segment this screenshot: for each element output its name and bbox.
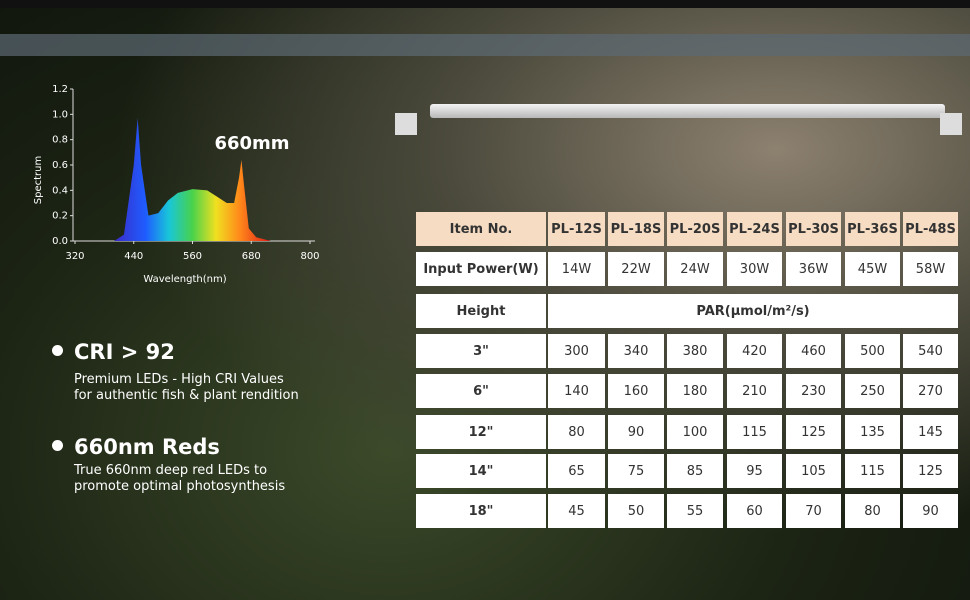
table-cell: 210 xyxy=(727,374,782,408)
table-cell: 6" xyxy=(416,374,546,408)
table-cell: 65 xyxy=(548,454,605,488)
feature-desc: for authentic fish & plant rendition xyxy=(74,388,299,403)
table-cell: 100 xyxy=(667,415,723,449)
table-cell: PAR(μmol/m²/s) xyxy=(548,294,958,328)
table-cell: 135 xyxy=(845,415,900,449)
table-cell: 95 xyxy=(727,454,782,488)
table-cell: 70 xyxy=(786,494,841,528)
y-tick-label: 0.8 xyxy=(52,135,68,146)
x-tick-label: 560 xyxy=(183,251,202,262)
table-cell: 14W xyxy=(548,252,605,286)
table-cell: 125 xyxy=(903,454,958,488)
spectrum-area xyxy=(114,118,271,241)
table-cell: 85 xyxy=(667,454,723,488)
table-cell: 90 xyxy=(903,494,958,528)
table-cell: 145 xyxy=(903,415,958,449)
table-cell: Item No. xyxy=(416,212,546,246)
table-cell: 90 xyxy=(608,415,664,449)
table-cell: 270 xyxy=(903,374,958,408)
table-cell: 36W xyxy=(786,252,841,286)
annotation: 660mm xyxy=(214,133,289,154)
table-cell: 180 xyxy=(667,374,723,408)
feature-desc: Premium LEDs - High CRI Values xyxy=(74,372,284,387)
table-cell: 14" xyxy=(416,454,546,488)
table-cell: 80 xyxy=(548,415,605,449)
table-cell: PL-20S xyxy=(667,212,723,246)
table-cell: 24W xyxy=(667,252,723,286)
light-fixture xyxy=(430,104,945,118)
table-cell: 300 xyxy=(548,334,605,368)
table-cell: PL-48S xyxy=(903,212,958,246)
y-tick-label: 1.2 xyxy=(52,84,68,95)
y-tick-label: 0.4 xyxy=(52,185,68,196)
table-cell: 55 xyxy=(667,494,723,528)
feature-bullet xyxy=(52,440,63,451)
table-cell: 60 xyxy=(727,494,782,528)
bracket xyxy=(940,113,962,135)
table-cell: 80 xyxy=(845,494,900,528)
table-cell: 75 xyxy=(608,454,664,488)
table-cell: 18" xyxy=(416,494,546,528)
table-cell: PL-36S xyxy=(845,212,900,246)
y-axis-label: Spectrum xyxy=(33,156,44,204)
table-cell: 420 xyxy=(727,334,782,368)
y-tick-label: 0.0 xyxy=(52,236,68,247)
top-frame xyxy=(0,0,970,8)
table-cell: Height xyxy=(416,294,546,328)
table-cell: PL-24S xyxy=(727,212,782,246)
table-cell: 140 xyxy=(548,374,605,408)
table-cell: 125 xyxy=(786,415,841,449)
bracket xyxy=(395,113,417,135)
x-tick-label: 680 xyxy=(242,251,261,262)
x-tick-label: 440 xyxy=(124,251,143,262)
table-cell: 58W xyxy=(903,252,958,286)
feature-desc: promote optimal photosynthesis xyxy=(74,479,286,494)
table-cell: 460 xyxy=(786,334,841,368)
table-cell: 105 xyxy=(786,454,841,488)
table-cell: 115 xyxy=(845,454,900,488)
table-cell: 45 xyxy=(548,494,605,528)
feature-desc: True 660nm deep red LEDs to xyxy=(74,463,268,478)
table-cell: Input Power(W) xyxy=(416,252,546,286)
table-cell: 230 xyxy=(786,374,841,408)
y-tick-label: 0.6 xyxy=(52,160,68,171)
table-cell: 340 xyxy=(608,334,664,368)
table-cell: PL-12S xyxy=(548,212,605,246)
y-tick-label: 0.2 xyxy=(52,211,68,222)
table-cell: 250 xyxy=(845,374,900,408)
feature-title: CRI > 92 xyxy=(74,340,175,364)
table-cell: 380 xyxy=(667,334,723,368)
table-cell: 500 xyxy=(845,334,900,368)
spectrum-chart: Spectrum Wavelength(nm) 660mm 0.0 0.2 0.4 0… xyxy=(33,84,320,285)
x-tick-label: 800 xyxy=(300,251,319,262)
table-cell: PL-30S xyxy=(786,212,841,246)
tank-rim xyxy=(0,34,970,56)
table-cell: 160 xyxy=(608,374,664,408)
table-cell: PL-18S xyxy=(608,212,664,246)
table-cell: 3" xyxy=(416,334,546,368)
table-cell: 540 xyxy=(903,334,958,368)
x-tick-label: 320 xyxy=(65,251,84,262)
table-cell: 12" xyxy=(416,415,546,449)
feature-title: 660nm Reds xyxy=(74,435,220,459)
table-cell: 45W xyxy=(845,252,900,286)
table-cell: 30W xyxy=(727,252,782,286)
y-tick-label: 1.0 xyxy=(52,109,68,120)
table-cell: 50 xyxy=(608,494,664,528)
x-axis-label: Wavelength(nm) xyxy=(143,274,226,285)
table-cell: 22W xyxy=(608,252,664,286)
feature-bullet xyxy=(52,345,63,356)
table-cell: 115 xyxy=(727,415,782,449)
